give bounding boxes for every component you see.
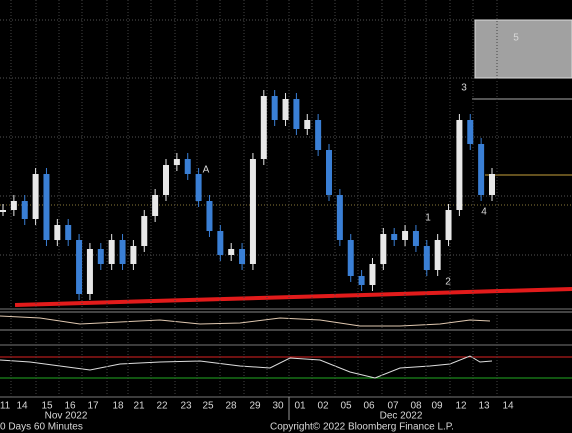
candle <box>43 174 50 240</box>
candle <box>184 159 191 174</box>
candle <box>86 249 93 294</box>
x-tick-label: 09 <box>431 401 443 412</box>
candle <box>141 216 148 246</box>
x-tick-label: 08 <box>410 401 422 412</box>
candle <box>402 231 409 240</box>
x-tick-label: 13 <box>478 401 490 412</box>
annotation: 1 <box>425 213 431 224</box>
candle <box>369 264 376 285</box>
candle <box>108 240 115 264</box>
candle <box>119 240 126 264</box>
candle <box>0 210 6 212</box>
candle <box>239 249 246 264</box>
x-tick-label: 28 <box>225 401 237 412</box>
candle <box>467 120 474 144</box>
candle <box>195 174 202 201</box>
candle <box>65 225 72 240</box>
x-tick-label: 05 <box>340 401 352 412</box>
x-tick-label: 21 <box>133 401 145 412</box>
candle <box>347 240 354 276</box>
x-tick-label: 18 <box>112 401 124 412</box>
annotation: 2 <box>445 277 451 288</box>
candle <box>21 201 28 219</box>
candle <box>423 246 430 270</box>
candle <box>293 99 300 129</box>
indicator-line <box>0 315 491 327</box>
candle <box>445 210 452 240</box>
x-tick-label: 11 <box>0 401 11 412</box>
candle <box>163 165 169 195</box>
candle <box>10 201 17 210</box>
x-tick-label: 14 <box>502 401 514 412</box>
indicator-line <box>0 355 493 379</box>
x-tick-label: 30 <box>272 401 284 412</box>
candle <box>326 150 332 195</box>
x-tick-label: 16 <box>64 401 76 412</box>
x-tick-label: 06 <box>363 401 375 412</box>
candle <box>32 174 39 219</box>
target-box <box>474 19 572 79</box>
x-tick-label: 07 <box>387 401 399 412</box>
candle <box>271 96 278 120</box>
candle <box>391 234 398 240</box>
annotation: 5 <box>513 33 519 44</box>
candle <box>152 195 159 216</box>
candle <box>478 144 485 195</box>
candle <box>249 159 256 264</box>
x-tick-label: 22 <box>156 401 168 412</box>
candle <box>358 276 365 285</box>
month-label: Nov 2022 <box>45 411 88 422</box>
annotation: A <box>203 165 210 176</box>
x-tick-label: 01 <box>294 401 306 412</box>
x-tick-label: 17 <box>87 401 99 412</box>
candle <box>260 96 267 159</box>
candle <box>315 120 322 150</box>
candle <box>228 249 235 255</box>
candle <box>434 240 441 270</box>
x-tick-label: 14 <box>16 401 28 412</box>
candle <box>304 120 311 129</box>
annotation: 3 <box>461 83 467 94</box>
candle <box>173 159 180 165</box>
candle <box>456 120 463 210</box>
candle <box>380 234 387 264</box>
x-tick-label: 25 <box>202 401 214 412</box>
candle <box>54 225 61 240</box>
footer-left: 0 Days 60 Minutes <box>0 422 83 433</box>
candle <box>412 231 419 246</box>
x-tick-label: 12 <box>455 401 467 412</box>
candle <box>217 231 224 255</box>
x-tick-label: 15 <box>41 401 53 412</box>
trend-line <box>14 287 572 307</box>
grid <box>0 19 572 256</box>
candle <box>489 174 495 195</box>
candle <box>336 195 343 240</box>
annotation: 4 <box>481 207 487 218</box>
candle <box>282 99 289 120</box>
copyright: Copyright© 2022 Bloomberg Finance L.P. <box>270 422 454 433</box>
candle <box>97 249 104 264</box>
month-label: Dec 2022 <box>380 411 423 422</box>
x-tick-label: 23 <box>180 401 192 412</box>
candle <box>76 240 83 294</box>
x-tick-label: 29 <box>249 401 261 412</box>
candle <box>206 201 213 231</box>
candle <box>130 246 137 264</box>
x-tick-label: 02 <box>317 401 329 412</box>
